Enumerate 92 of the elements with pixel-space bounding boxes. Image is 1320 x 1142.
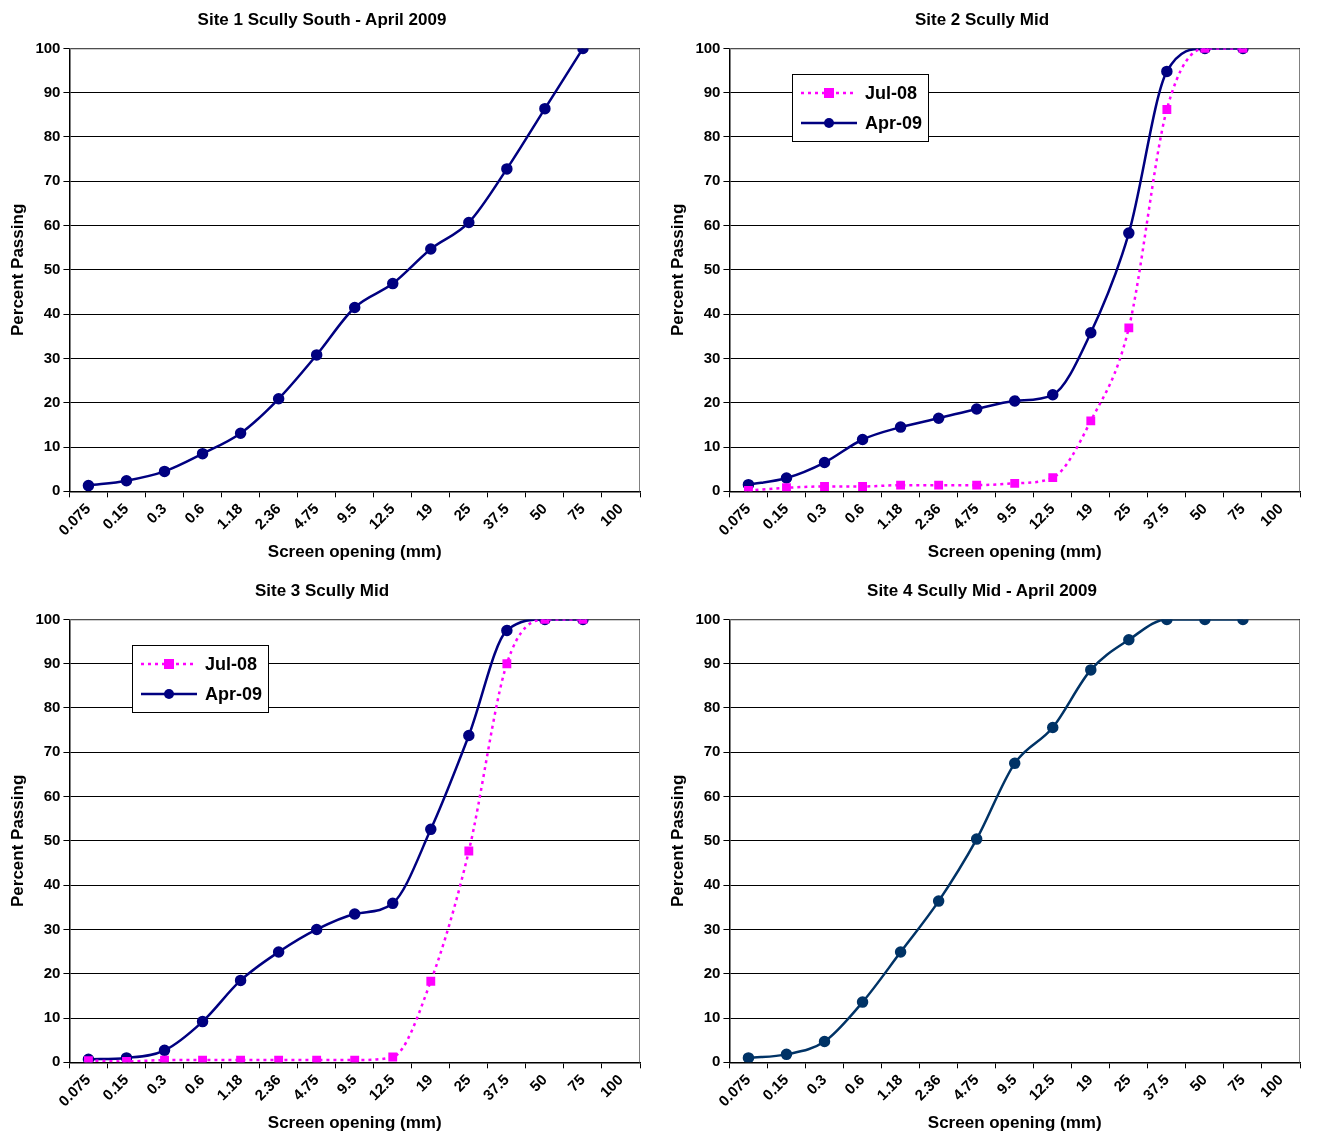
y-tick-label: 80 — [703, 698, 721, 716]
y-tick-label: 90 — [703, 82, 721, 100]
y-tick-label: 70 — [703, 742, 721, 760]
x-axis-title: Screen opening (mm) — [927, 542, 1102, 562]
y-tick-label: 70 — [703, 171, 721, 189]
y-tick-label: 60 — [703, 215, 721, 233]
y-tick-label: 100 — [35, 609, 61, 627]
x-axis-title: Screen opening (mm) — [267, 1113, 442, 1133]
y-tick-label: 50 — [43, 260, 61, 278]
x-tick-label: 0.3 — [142, 499, 170, 527]
x-tick-label: 9.5 — [332, 499, 360, 527]
x-tick-label: 0.6 — [180, 499, 208, 527]
x-tick-label: 9.5 — [992, 499, 1020, 527]
legend-label: Apr-09 — [205, 683, 263, 705]
y-tick-label: 50 — [703, 831, 721, 849]
x-tick-label: 100 — [596, 499, 627, 530]
x-tick-label: 19 — [1072, 499, 1096, 524]
chart-title: Site 3 Scully Mid — [254, 580, 390, 600]
y-tick-label: 20 — [703, 963, 721, 981]
y-tick-label: 90 — [43, 82, 61, 100]
y-tick-label: 30 — [703, 348, 721, 366]
y-tick-label: 0 — [52, 1052, 61, 1070]
chart-title: Site 1 Scully South - April 2009 — [197, 9, 447, 29]
x-tick-label: 25 — [450, 1070, 474, 1095]
x-tick-label: 50 — [1186, 1070, 1210, 1095]
y-tick-label: 0 — [712, 481, 721, 499]
x-tick-label: 50 — [1186, 499, 1210, 524]
y-tick-label: 80 — [43, 698, 61, 716]
y-tick-label: 30 — [43, 919, 61, 937]
x-tick-label: 19 — [412, 499, 436, 524]
y-tick-label: 30 — [703, 919, 721, 937]
chart-title: Site 2 Scully Mid — [914, 9, 1050, 29]
x-tick-label: 50 — [526, 499, 550, 524]
y-tick-label: 80 — [43, 127, 61, 145]
x-tick-label: 0.3 — [802, 499, 830, 527]
x-tick-label: 0.3 — [802, 1070, 830, 1098]
y-tick-label: 50 — [43, 831, 61, 849]
y-tick-label: 40 — [703, 875, 721, 893]
y-tick-label: 20 — [43, 963, 61, 981]
x-tick-label: 25 — [1110, 1070, 1134, 1095]
x-tick-label: 0.6 — [840, 1070, 868, 1098]
legend-label: Apr-09 — [865, 112, 923, 134]
y-axis-title: Percent Passing — [667, 203, 687, 337]
x-axis-title: Screen opening (mm) — [267, 542, 442, 562]
y-tick-label: 100 — [695, 609, 721, 627]
legend-label: Jul-08 — [865, 82, 918, 104]
x-tick-label: 100 — [1256, 499, 1287, 530]
y-axis-title: Percent Passing — [667, 774, 687, 908]
x-tick-label: 75 — [1224, 499, 1248, 524]
y-tick-label: 10 — [703, 437, 721, 455]
y-tick-label: 90 — [703, 653, 721, 671]
x-tick-label: 100 — [1256, 1070, 1287, 1101]
x-tick-label: 75 — [564, 1070, 588, 1095]
y-tick-label: 70 — [43, 171, 61, 189]
x-tick-label: 100 — [596, 1070, 627, 1101]
x-axis-title: Screen opening (mm) — [927, 1113, 1102, 1133]
x-tick-label: 19 — [1072, 1070, 1096, 1095]
y-tick-label: 20 — [43, 392, 61, 410]
y-tick-label: 10 — [43, 1008, 61, 1026]
chart-title: Site 4 Scully Mid - April 2009 — [867, 580, 1097, 600]
x-tick-label: 25 — [450, 499, 474, 524]
x-tick-label: 75 — [1224, 1070, 1248, 1095]
y-tick-label: 0 — [52, 481, 61, 499]
x-tick-label: 19 — [412, 1070, 436, 1095]
y-tick-label: 90 — [43, 653, 61, 671]
y-tick-label: 10 — [43, 437, 61, 455]
y-tick-label: 80 — [703, 127, 721, 145]
y-tick-label: 40 — [43, 304, 61, 322]
x-tick-label: 25 — [1110, 499, 1134, 524]
y-tick-label: 20 — [703, 392, 721, 410]
legend-label: Jul-08 — [205, 653, 258, 675]
y-axis-title: Percent Passing — [7, 774, 27, 908]
x-tick-label: 0.3 — [142, 1070, 170, 1098]
y-tick-label: 50 — [703, 260, 721, 278]
x-tick-label: 0.6 — [840, 499, 868, 527]
x-tick-label: 75 — [564, 499, 588, 524]
y-tick-label: 70 — [43, 742, 61, 760]
y-axis-title: Percent Passing — [7, 203, 27, 337]
y-tick-label: 10 — [703, 1008, 721, 1026]
x-tick-label: 50 — [526, 1070, 550, 1095]
x-tick-label: 0.6 — [180, 1070, 208, 1098]
y-tick-label: 0 — [712, 1052, 721, 1070]
y-tick-label: 40 — [703, 304, 721, 322]
x-tick-label: 9.5 — [332, 1070, 360, 1098]
y-tick-label: 40 — [43, 875, 61, 893]
y-tick-label: 60 — [43, 215, 61, 233]
y-tick-label: 60 — [43, 786, 61, 804]
y-tick-label: 100 — [35, 38, 61, 56]
y-tick-label: 30 — [43, 348, 61, 366]
y-tick-label: 60 — [703, 786, 721, 804]
x-tick-label: 9.5 — [992, 1070, 1020, 1098]
y-tick-label: 100 — [695, 38, 721, 56]
